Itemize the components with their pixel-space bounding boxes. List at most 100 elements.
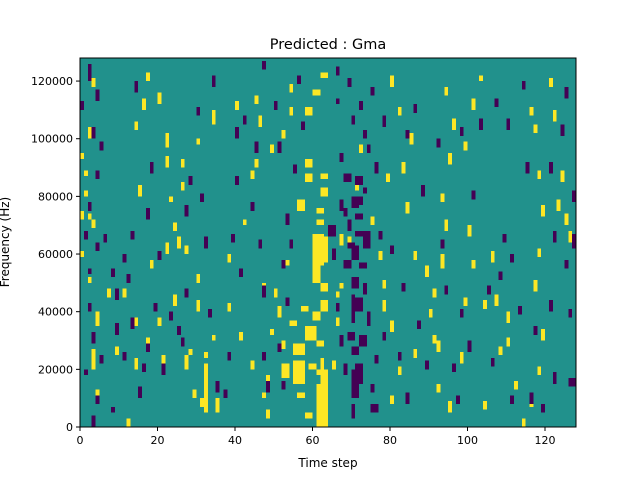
heatmap-cell-high <box>304 107 313 116</box>
heatmap-cell-high <box>483 401 487 410</box>
heatmap-cell-high <box>533 124 538 133</box>
heatmap-cell-low <box>347 242 356 249</box>
heatmap-cell-low <box>99 354 104 364</box>
heatmap-cell-high <box>304 173 313 182</box>
heatmap-cell-high <box>448 153 452 165</box>
heatmap-cell-high <box>281 130 286 139</box>
heatmap-cell-low <box>262 60 266 70</box>
heatmap-cell-high <box>320 72 328 79</box>
heatmap-cell-high <box>320 282 328 292</box>
heatmap-cell-high <box>320 173 328 180</box>
heatmap-cell-high <box>134 121 139 131</box>
heatmap-cell-high <box>204 363 208 413</box>
heatmap-cell-high <box>281 340 286 350</box>
heatmap-cell-high <box>436 383 441 393</box>
heatmap-cell-low <box>362 130 367 139</box>
heatmap-cell-low <box>459 308 464 318</box>
heatmap-cell-low <box>502 233 507 243</box>
heatmap-cell-high <box>250 170 255 180</box>
heatmap-cell-low <box>355 297 363 312</box>
heatmap-cell-high <box>370 216 375 226</box>
heatmap-cell-high <box>200 398 204 407</box>
heatmap-cell-low <box>339 334 344 347</box>
heatmap-cell-low <box>87 268 92 275</box>
heatmap-cell-high <box>242 219 247 226</box>
heatmap-cell-low <box>548 300 553 312</box>
heatmap-cell-high <box>463 141 468 151</box>
heatmap-cell-low <box>351 346 359 355</box>
heatmap-cell-low <box>262 285 266 298</box>
heatmap-cell-high <box>355 181 359 191</box>
heatmap-cell-low <box>374 354 379 364</box>
heatmap-cell-low <box>114 288 119 301</box>
heatmap-cell-high <box>235 101 239 110</box>
heatmap-cell-high <box>335 317 340 327</box>
heatmap-cell-low <box>103 233 108 243</box>
heatmap-cell-high <box>304 158 313 168</box>
heatmap-cell-high <box>126 418 131 427</box>
heatmap-cell-high <box>258 115 263 128</box>
heatmap-cell-low <box>382 115 387 128</box>
heatmap-cell-low <box>351 403 356 419</box>
heatmap-cell-high <box>266 409 270 419</box>
heatmap-cell-low <box>479 118 483 131</box>
heatmap-cell-high <box>173 294 177 306</box>
heatmap-cell-low <box>289 239 294 249</box>
heatmap-cell-high <box>80 153 84 159</box>
heatmap-cell-low <box>351 115 356 125</box>
heatmap-cell-high <box>320 187 328 197</box>
heatmap-cell-low <box>138 386 142 399</box>
heatmap-cell-high <box>359 144 363 154</box>
x-tick-label: 120 <box>535 434 556 447</box>
heatmap-cell-high <box>308 363 317 370</box>
heatmap-cell-low <box>343 173 352 182</box>
heatmap-cell-low <box>351 294 356 324</box>
heatmap-cell-low <box>397 352 402 361</box>
x-tick-label: 60 <box>306 434 320 447</box>
heatmap-cell-high <box>548 78 553 87</box>
heatmap-cell-high <box>304 326 317 341</box>
heatmap-cell-high <box>494 294 499 306</box>
heatmap-cell-high <box>297 392 305 399</box>
heatmap-cell-high <box>145 337 150 347</box>
heatmap-cell-high <box>196 274 201 283</box>
heatmap-cell-low <box>339 199 344 211</box>
heatmap-cell-high <box>165 242 170 255</box>
heatmap-cell-high <box>424 265 429 278</box>
heatmap-cell-low <box>362 282 367 295</box>
y-tick-label: 40000 <box>38 306 73 319</box>
heatmap-cell-low <box>176 326 181 335</box>
heatmap-cell-low <box>506 118 511 131</box>
heatmap-cell-low <box>417 320 421 329</box>
heatmap-cell-low <box>467 340 472 353</box>
heatmap-cell-high <box>390 75 394 87</box>
heatmap-cell-high <box>506 337 511 347</box>
heatmap-cell-low <box>351 245 359 260</box>
heatmap-cell-high <box>537 366 542 376</box>
heatmap-cell-low <box>277 141 282 154</box>
heatmap-cell-low <box>529 392 534 404</box>
heatmap-cell-high <box>401 161 406 174</box>
heatmap-cell-high <box>254 158 259 168</box>
heatmap-cell-low <box>459 127 464 136</box>
heatmap-cell-high <box>157 317 162 327</box>
heatmap-cell-high <box>297 199 305 211</box>
heatmap-cell-high <box>161 354 166 364</box>
heatmap-cell-low <box>285 297 290 306</box>
heatmap-cell-high <box>506 311 511 324</box>
heatmap-cell-high <box>80 251 84 257</box>
heatmap-cell-low <box>525 161 530 174</box>
heatmap-cell-low <box>87 63 92 82</box>
heatmap-cell-low <box>122 254 127 263</box>
heatmap-cell-high <box>537 170 542 180</box>
x-tick-label: 80 <box>383 434 397 447</box>
heatmap-cell-low <box>533 326 538 335</box>
heatmap-cell-low <box>95 395 100 404</box>
heatmap-cell-high <box>95 389 100 399</box>
heatmap-cell-high <box>471 259 476 269</box>
heatmap-cell-high <box>452 118 456 131</box>
heatmap-cell-high <box>533 279 538 292</box>
heatmap-cell-high <box>390 320 394 332</box>
heatmap-cell-low <box>91 331 96 344</box>
heatmap-cell-low <box>374 161 379 174</box>
